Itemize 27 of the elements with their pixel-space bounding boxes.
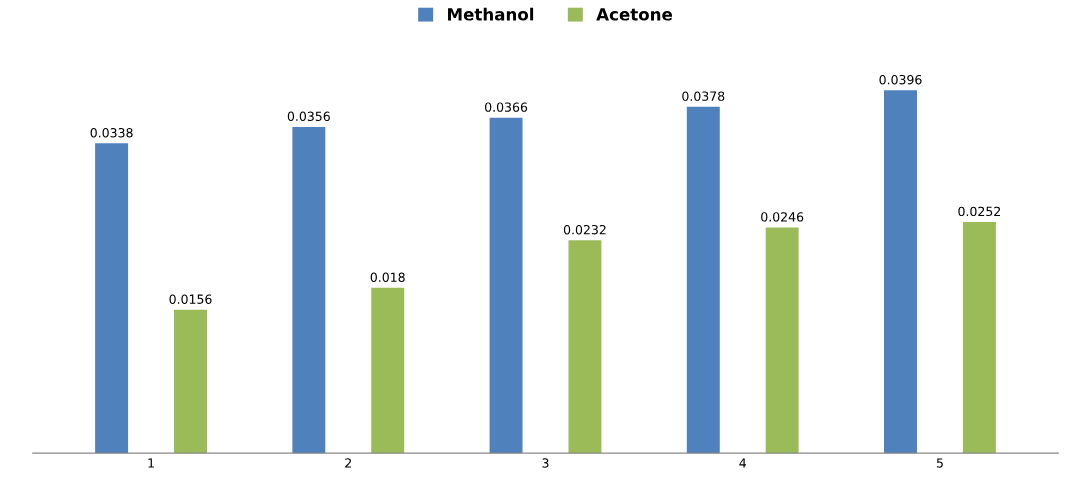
data-label: 0.0378	[682, 91, 725, 101]
data-label: 0.0366	[485, 102, 528, 112]
bar	[962, 222, 996, 454]
legend-label: Acetone	[596, 8, 673, 21]
bar	[371, 287, 405, 454]
bar	[568, 240, 602, 454]
bar	[174, 309, 207, 454]
x-tick-label: 2	[345, 458, 352, 468]
data-label: 0.018	[370, 272, 405, 282]
data-label: 0.0232	[563, 224, 606, 235]
bar	[489, 117, 523, 454]
data-label: 0.0356	[287, 111, 330, 121]
x-tick-label: 1	[148, 458, 154, 468]
bar	[765, 227, 799, 454]
bar	[884, 90, 917, 454]
bar	[686, 106, 720, 454]
data-label: 0.0396	[879, 74, 922, 85]
data-label: 0.0338	[90, 128, 133, 138]
legend-label: Methanol	[448, 7, 534, 21]
bar	[292, 126, 326, 454]
bar	[95, 143, 129, 454]
data-label: 0.0156	[169, 294, 212, 304]
data-label: 0.0252	[958, 206, 1000, 217]
x-tick-label: 3	[542, 458, 549, 468]
x-tick-label: 4	[739, 458, 746, 468]
data-label: 0.0246	[761, 212, 804, 222]
x-tick-label: 5	[936, 458, 943, 468]
